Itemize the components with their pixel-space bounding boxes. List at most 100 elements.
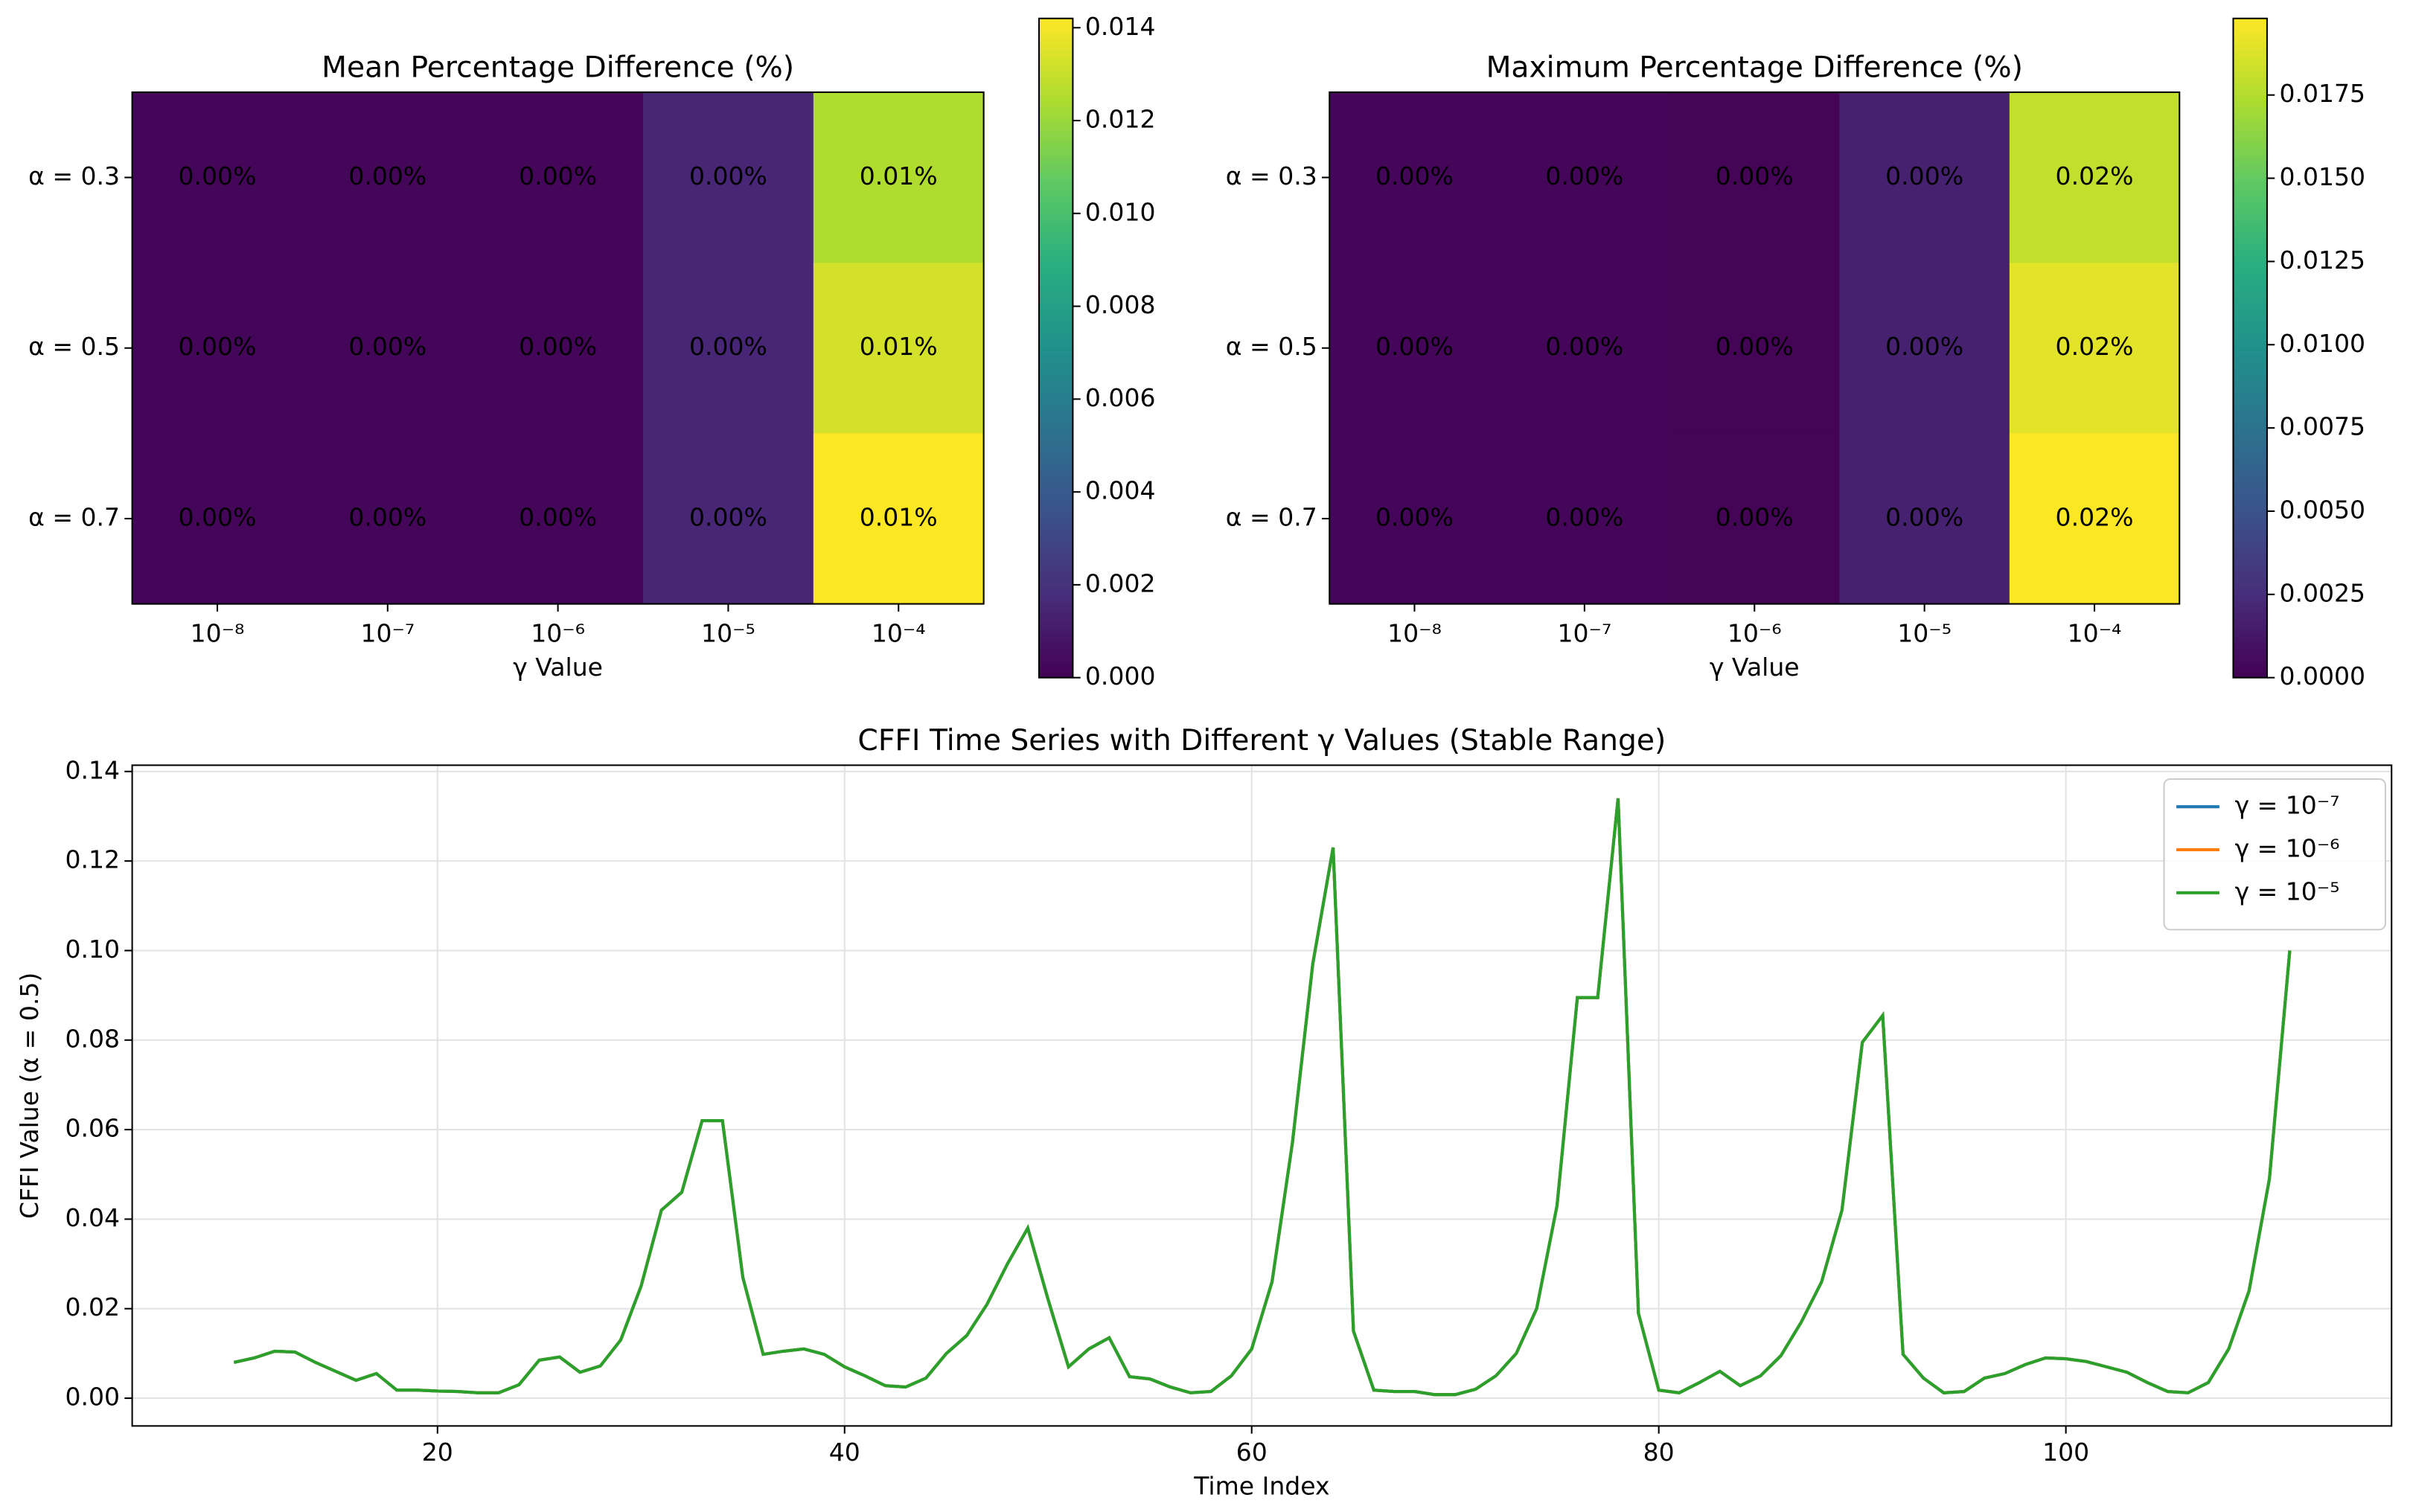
heatmap-cell	[302, 92, 474, 264]
colorbar-tick-label: 0.010	[1085, 197, 1156, 226]
x-tick-label: 10⁻⁷	[1557, 618, 1611, 647]
x-tick-label: 10⁻⁸	[191, 618, 245, 647]
heatmap-cell	[1669, 92, 1841, 264]
heatmap-cell	[302, 263, 474, 435]
y-axis-label: CFFI Value (α = 0.5)	[15, 973, 44, 1219]
cell-label: 0.01%	[860, 161, 938, 190]
cell-label: 0.02%	[2056, 502, 2134, 531]
cell-label: 0.00%	[519, 332, 597, 361]
colorbar-tick-label: 0.006	[1085, 383, 1156, 412]
cell-label: 0.00%	[1716, 332, 1794, 361]
cell-label: 0.02%	[2056, 161, 2134, 190]
heatmap-cell	[132, 92, 304, 264]
chart-title: Maximum Percentage Difference (%)	[1486, 51, 2023, 84]
colorbar-tick-label: 0.002	[1085, 568, 1156, 598]
colorbar-tick-label: 0.0150	[2279, 162, 2365, 191]
cell-label: 0.01%	[860, 332, 938, 361]
colorbar-tick-label: 0.012	[1085, 105, 1156, 134]
x-axis-label: γ Value	[1710, 653, 1800, 682]
heatmap-cell	[1329, 92, 1500, 264]
heatmap-cell	[1669, 263, 1841, 435]
legend-label: γ = 10⁻⁷	[2235, 791, 2340, 820]
heatmap-cell	[132, 263, 304, 435]
legend-label: γ = 10⁻⁶	[2235, 833, 2340, 862]
y-tick-label: 0.08	[65, 1024, 121, 1053]
x-axis-label: Time Index	[1193, 1471, 1329, 1500]
colorbar-tick-label: 0.0000	[2279, 662, 2365, 691]
heatmap-cell	[813, 92, 985, 264]
x-tick-label: 10⁻⁴	[2068, 618, 2122, 647]
colorbar-tick-label: 0.0050	[2279, 495, 2365, 524]
series-line	[233, 798, 2292, 1397]
x-tick-label: 60	[1236, 1438, 1268, 1467]
heatmap-cell	[1499, 92, 1671, 264]
heatmap-cell	[1499, 433, 1671, 605]
heatmap-cell	[813, 433, 985, 605]
heatmap-cell	[643, 92, 814, 264]
heatmap-cell	[2009, 263, 2181, 435]
heatmap-cell	[1839, 263, 2010, 435]
cell-label: 0.02%	[2056, 332, 2134, 361]
y-tick-label: 0.00	[65, 1383, 121, 1412]
y-tick-label: 0.04	[65, 1203, 121, 1232]
colorbar-tick-label: 0.0025	[2279, 578, 2365, 607]
colorbar	[1038, 17, 1074, 679]
legend-label: γ = 10⁻⁵	[2235, 877, 2340, 906]
colorbar-tick-label: 0.008	[1085, 290, 1156, 319]
heatmap-cell	[1669, 433, 1841, 605]
chart-title: CFFI Time Series with Different γ Values…	[857, 724, 1666, 757]
x-tick-label: 10⁻⁶	[531, 618, 585, 647]
cell-label: 0.00%	[689, 161, 767, 190]
heatmap-cell	[2009, 433, 2181, 605]
cell-label: 0.00%	[519, 502, 597, 531]
y-tick-label: 0.10	[65, 935, 121, 964]
cell-label: 0.00%	[689, 332, 767, 361]
colorbar-tick-label: 0.000	[1085, 662, 1156, 691]
heatmap-cell	[1499, 263, 1671, 435]
heatmap-cell	[1329, 263, 1500, 435]
cell-label: 0.00%	[1375, 161, 1454, 190]
colorbar-tick-label: 0.0100	[2279, 329, 2365, 358]
x-tick-label: 20	[422, 1438, 453, 1467]
cell-label: 0.00%	[348, 161, 426, 190]
series-line	[233, 798, 2292, 1397]
colorbar-tick-label: 0.014	[1085, 12, 1156, 41]
cell-label: 0.00%	[1885, 502, 1963, 531]
cell-label: 0.00%	[179, 502, 257, 531]
y-tick-label: α = 0.7	[28, 502, 120, 531]
x-tick-label: 10⁻⁶	[1727, 618, 1782, 647]
x-tick-label: 80	[1643, 1438, 1675, 1467]
x-tick-label: 100	[2042, 1438, 2089, 1467]
y-tick-label: 0.06	[65, 1114, 121, 1143]
cell-label: 0.00%	[1545, 502, 1623, 531]
cell-label: 0.00%	[1716, 502, 1794, 531]
cell-label: 0.00%	[1375, 332, 1454, 361]
cell-label: 0.00%	[348, 502, 426, 531]
cell-label: 0.00%	[519, 161, 597, 190]
heatmap-cell	[473, 263, 645, 435]
cell-label: 0.00%	[1545, 332, 1623, 361]
cell-label: 0.00%	[348, 332, 426, 361]
cell-label: 0.00%	[1375, 502, 1454, 531]
y-tick-label: 0.02	[65, 1292, 121, 1322]
series-line	[233, 798, 2292, 1397]
heatmap-cell	[2009, 92, 2181, 264]
heatmap-cell	[302, 433, 474, 605]
x-tick-label: 40	[829, 1438, 860, 1467]
heatmap-cell	[1839, 433, 2010, 605]
colorbar	[2232, 17, 2268, 679]
cell-label: 0.00%	[1716, 161, 1794, 190]
cell-label: 0.00%	[1885, 332, 1963, 361]
heatmap-cell	[643, 433, 814, 605]
y-tick-label: α = 0.5	[28, 332, 120, 361]
colorbar-tick-label: 0.0125	[2279, 246, 2365, 275]
chart-title: Mean Percentage Difference (%)	[322, 51, 794, 84]
cell-label: 0.00%	[689, 502, 767, 531]
heatmap-cell	[132, 433, 304, 605]
y-tick-label: α = 0.7	[1226, 502, 1317, 531]
x-tick-label: 10⁻⁵	[701, 618, 755, 647]
cell-label: 0.01%	[860, 502, 938, 531]
x-axis-label: γ Value	[513, 653, 603, 682]
x-tick-label: 10⁻⁷	[360, 618, 415, 647]
